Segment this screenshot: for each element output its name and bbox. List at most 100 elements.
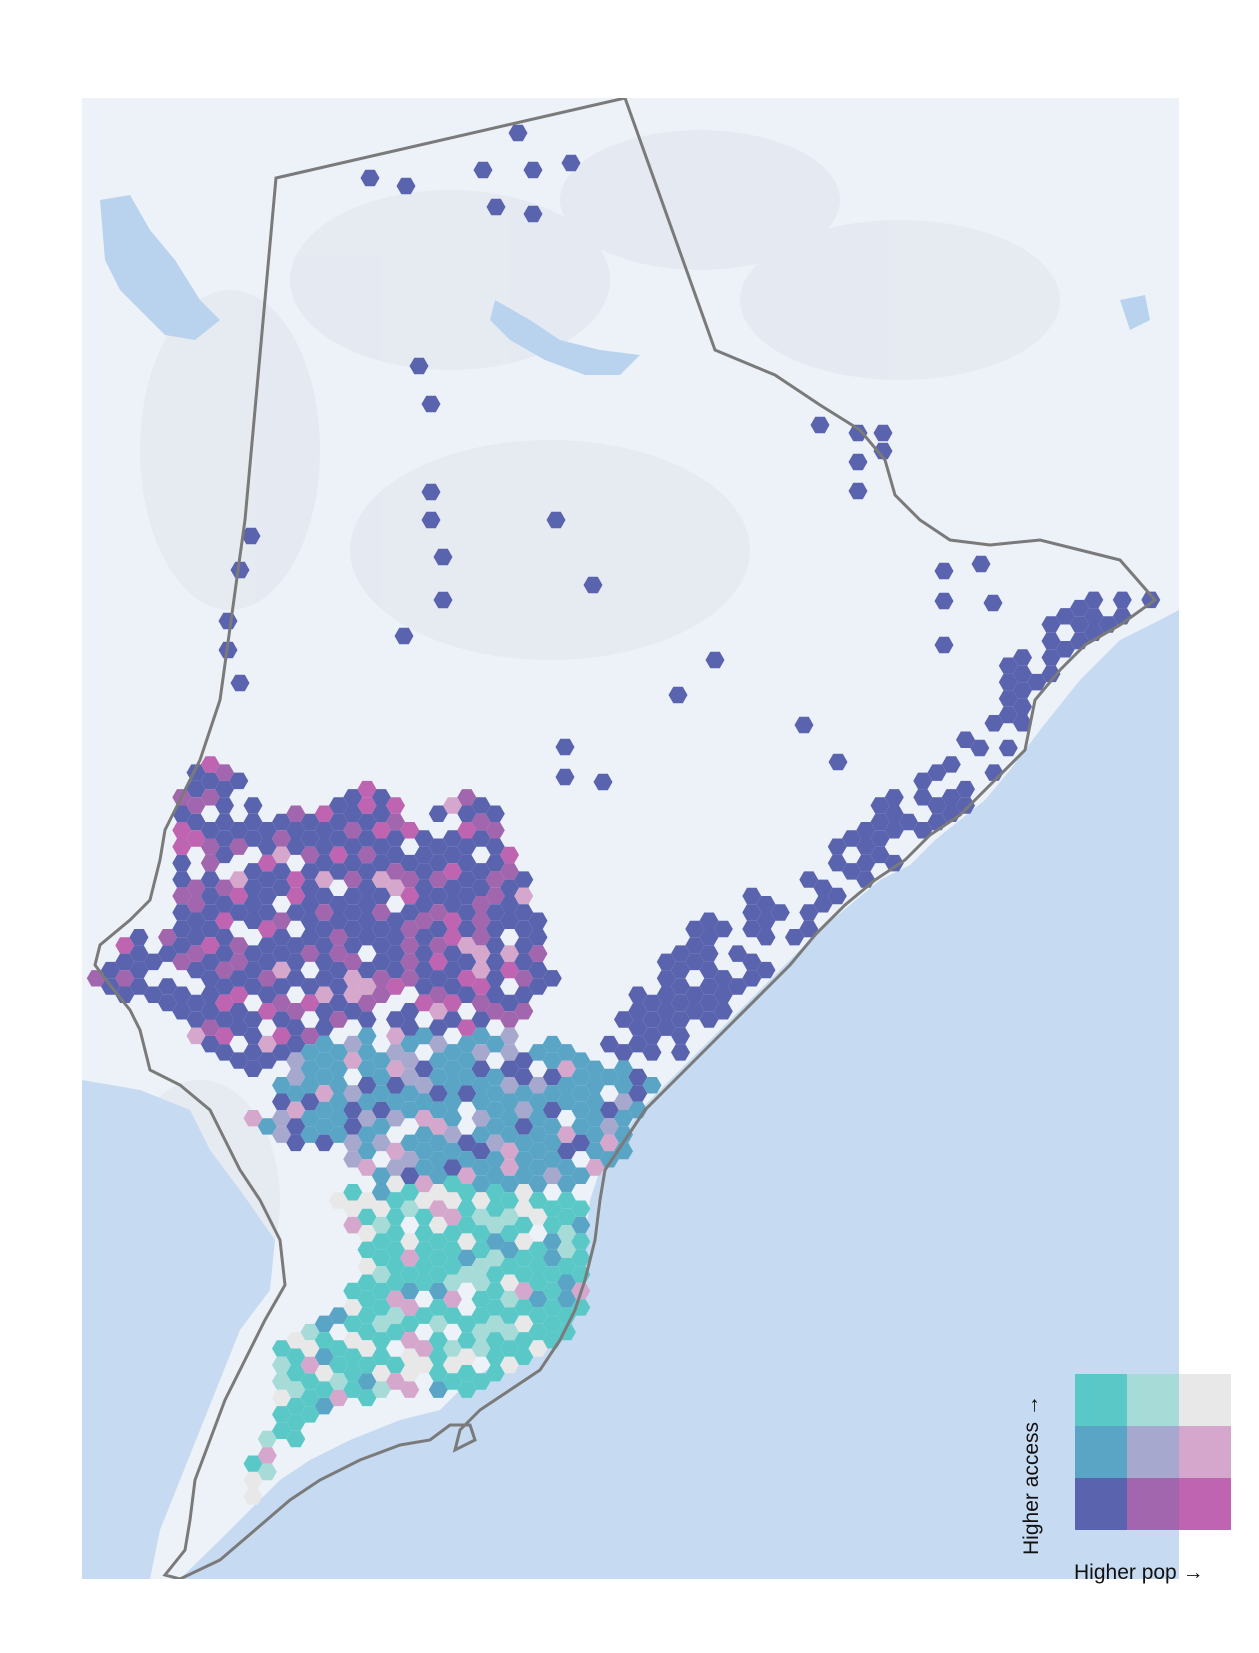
hex-cell — [485, 1266, 505, 1283]
hex-cell — [514, 887, 534, 905]
hex-cell — [471, 830, 491, 847]
hex-cell — [343, 871, 363, 888]
hex-cell — [329, 1307, 348, 1324]
hex-cell — [414, 879, 434, 896]
hex-cell — [400, 1348, 420, 1365]
hex-cell — [329, 1389, 348, 1407]
hex-cell — [656, 1019, 676, 1036]
hex-cell — [457, 1035, 477, 1053]
hex-cell — [585, 1142, 605, 1160]
hex-cell — [243, 896, 263, 913]
hex-cell — [371, 871, 391, 888]
hex-cell — [485, 887, 505, 905]
hex-cell — [386, 863, 405, 880]
hex-cell — [542, 970, 562, 987]
hex-cell — [428, 1003, 448, 1020]
hex-cell — [514, 937, 534, 954]
hex-cell — [215, 945, 234, 962]
hex-cell — [229, 970, 249, 987]
hex-cell — [599, 1068, 619, 1086]
hex-cell — [414, 994, 434, 1012]
hex-cell — [215, 830, 234, 847]
hex-cell — [599, 1035, 619, 1053]
hex-cell — [542, 1035, 562, 1053]
hex-cell — [229, 871, 249, 888]
hex-cell — [371, 1348, 391, 1365]
hex-cell — [571, 1249, 591, 1267]
hex-cell — [200, 871, 220, 888]
hex-cell — [428, 1184, 448, 1201]
hex-cell — [129, 978, 149, 995]
legend-swatch — [1075, 1426, 1127, 1478]
hex-cell — [229, 1052, 249, 1069]
hex-cell — [542, 1249, 562, 1267]
hex-cell — [810, 416, 830, 434]
hex-cell — [856, 854, 876, 872]
hex-cell — [443, 1077, 462, 1094]
hex-cell — [457, 1019, 477, 1036]
hex-cell — [286, 1397, 306, 1415]
map-frame[interactable] — [82, 98, 1179, 1579]
hex-cell — [668, 686, 688, 704]
hex-cell — [899, 813, 918, 831]
hex-cell — [428, 1233, 448, 1250]
hex-cell — [414, 912, 434, 929]
hex-cell — [485, 920, 505, 938]
hex-cell — [486, 198, 506, 216]
hex-cell — [300, 912, 320, 929]
hex-cell — [257, 1118, 277, 1135]
hex-cell — [457, 805, 477, 822]
hex-cell — [371, 1167, 391, 1184]
hex-cell — [200, 822, 220, 839]
hex-cell — [557, 1258, 576, 1275]
hex-cell — [386, 1011, 405, 1028]
hex-cell — [200, 986, 220, 1003]
hex-cell — [300, 1093, 320, 1110]
hex-cell — [329, 896, 348, 913]
hex-cell — [485, 1101, 505, 1119]
hex-cell — [457, 1134, 477, 1152]
hex-cell — [200, 854, 220, 872]
hex-cell — [471, 1093, 491, 1110]
hex-cell — [528, 1159, 548, 1176]
hex-cell — [414, 846, 434, 864]
hex-cell — [998, 690, 1018, 707]
hex-cell — [314, 1365, 334, 1382]
hex-cell — [428, 1134, 448, 1152]
hex-cell — [286, 1085, 306, 1102]
hex-cell — [842, 863, 861, 880]
hex-cell — [500, 1274, 519, 1291]
hex-cell — [200, 937, 220, 954]
hex-cell — [371, 937, 391, 954]
hex-cell — [457, 970, 477, 987]
bivariate-legend — [1075, 1374, 1231, 1530]
hex-cell — [314, 1332, 334, 1349]
hex-cell — [485, 1151, 505, 1168]
hex-cell — [500, 1323, 519, 1341]
hex-cell — [471, 1323, 491, 1341]
hex-cell — [813, 896, 833, 913]
hex-cell — [485, 1085, 505, 1102]
hex-cell — [1013, 682, 1032, 699]
hex-cell — [357, 1126, 377, 1143]
hex-cell — [671, 961, 690, 979]
hex-cell — [443, 879, 462, 896]
hex-cell — [329, 1044, 348, 1061]
hex-cell — [272, 961, 291, 979]
hex-cell — [428, 1365, 448, 1382]
hex-cell — [286, 838, 306, 855]
hex-cell — [357, 1192, 377, 1209]
hex-cell — [115, 937, 135, 954]
hex-cell — [699, 912, 719, 929]
hex-cell — [300, 830, 320, 847]
map-canvas[interactable] — [82, 98, 1179, 1579]
hex-cell — [386, 1258, 405, 1275]
hex-cell — [1013, 715, 1032, 732]
hex-cell — [443, 1060, 462, 1077]
hex-cell — [827, 854, 847, 872]
hex-cell — [272, 1027, 291, 1045]
hex-cell — [314, 1052, 334, 1069]
hex-cell — [272, 1077, 291, 1094]
hex-cell — [300, 945, 320, 962]
hex-cell — [400, 1068, 420, 1086]
